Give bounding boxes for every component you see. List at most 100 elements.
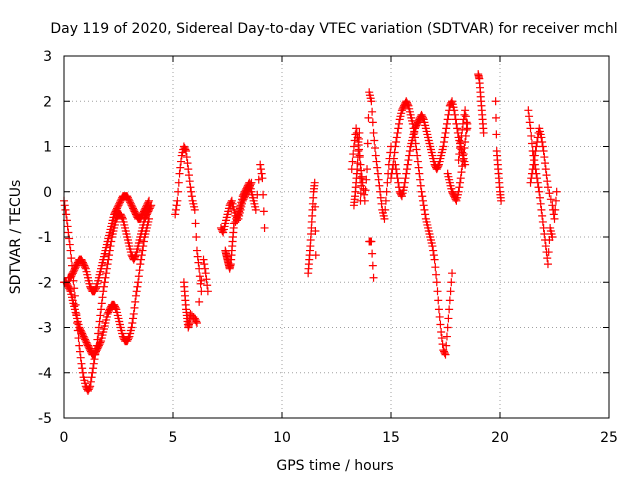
data-point-track-l [412, 145, 421, 154]
data-point-track-c [135, 266, 144, 275]
data-point-track-r [537, 205, 546, 214]
data-point-track-b [81, 263, 90, 272]
data-point-track-n [454, 187, 463, 196]
data-point-track-r [541, 242, 550, 251]
data-point-track-d [186, 183, 195, 192]
y-tick-label: 2 [43, 94, 52, 110]
data-point-track-a [85, 383, 94, 392]
data-point-track-o [460, 110, 469, 119]
axis-ticks [63, 55, 610, 419]
data-point-track-r [536, 199, 545, 208]
data-point-track-i [375, 181, 384, 190]
data-point-track-i [373, 163, 382, 172]
data-point-track-l [394, 119, 403, 128]
data-point-track-a [88, 368, 97, 377]
grid-lines [64, 56, 609, 418]
data-point-track-e [203, 281, 212, 290]
data-point-track-l [421, 210, 430, 219]
data-point-track-d [187, 192, 196, 201]
data-point-track-b [91, 284, 100, 293]
data-point-track-f [218, 226, 227, 235]
data-point-track-l [447, 278, 456, 287]
data-point-track-c [129, 314, 138, 323]
data-point-track-i [369, 128, 378, 137]
data-point-track-f [256, 165, 265, 174]
data-point-track-i [380, 214, 389, 223]
data-point-track-a [63, 222, 72, 231]
data-point-track-m [447, 98, 456, 107]
data-point-track-n [456, 178, 465, 187]
data-point-track-m [450, 110, 459, 119]
data-point-track-m [400, 178, 409, 187]
data-point-track-o [461, 112, 470, 121]
data-point-track-j [357, 174, 366, 183]
data-point-track-r [543, 260, 552, 269]
data-point-track-d [184, 165, 193, 174]
data-point-track-d [192, 233, 201, 241]
data-point-track-c [127, 323, 136, 332]
data-point-track-d [171, 205, 180, 214]
data-point-track-d [185, 177, 194, 186]
data-point-track-e [192, 318, 201, 327]
data-point-track-m [392, 169, 401, 178]
data-point-track-c [136, 260, 145, 269]
data-point-track-l [446, 287, 455, 296]
data-point-track-c [139, 242, 148, 251]
data-point-track-j [355, 128, 364, 137]
x-tick-label: 10 [273, 430, 291, 446]
data-point-track-d [191, 219, 200, 228]
data-point-track-r [526, 124, 535, 133]
data-point-track-l [435, 312, 444, 321]
data-point-track-a [61, 205, 70, 214]
data-point-track-a [60, 201, 69, 210]
data-point-track-i [374, 175, 383, 184]
data-point-track-a [89, 364, 98, 373]
chart-title: Day 119 of 2020, Sidereal Day-to-day VTE… [50, 21, 617, 37]
data-point-track-c [145, 214, 154, 223]
data-point-track-s [530, 151, 539, 160]
data-point-track-o [458, 125, 467, 134]
data-point-track-o [456, 144, 465, 153]
data-point-track-i [353, 133, 362, 142]
data-point-track-s [551, 205, 560, 214]
data-point-track-d [172, 201, 181, 210]
x-axis-label: GPS time / hours [276, 458, 393, 474]
data-point-track-m [453, 124, 462, 133]
data-point-track-l [391, 142, 400, 151]
data-point-track-m [391, 160, 400, 169]
data-point-track-r [525, 118, 534, 127]
data-point-track-l [389, 154, 398, 163]
data-point-track-l [436, 320, 445, 329]
data-point-track-m [440, 137, 449, 146]
data-point-track-q [492, 113, 501, 122]
data-point-track-h [311, 202, 320, 211]
data-point-track-l [442, 332, 451, 341]
data-point-track-j [357, 181, 366, 190]
data-point-track-s [528, 165, 537, 174]
data-point-track-e [202, 275, 211, 284]
data-point-track-a [77, 359, 86, 368]
data-point-track-a [65, 240, 74, 249]
data-point-track-m [441, 128, 450, 137]
data-point-track-q [491, 97, 500, 106]
data-point-track-s [527, 174, 536, 183]
data-point-track-l [417, 187, 426, 196]
data-point-track-i [370, 136, 379, 145]
data-point-track-a [95, 317, 104, 326]
data-point-track-f [258, 174, 267, 183]
data-point-track-m [443, 115, 452, 124]
data-point-track-r [538, 211, 547, 220]
data-point-track-d [192, 246, 201, 255]
data-point-track-l [392, 137, 401, 146]
data-point-track-s [529, 160, 538, 169]
data-point-track-p [479, 128, 488, 137]
data-point-track-r [533, 178, 542, 187]
data-point-track-i [383, 178, 392, 187]
y-tick-label: -5 [38, 411, 52, 427]
data-point-track-a [67, 254, 76, 263]
data-point-track-d [182, 153, 191, 162]
data-point-track-h [311, 251, 320, 260]
data-point-track-s [552, 187, 561, 196]
y-tick-label: -4 [38, 366, 52, 382]
